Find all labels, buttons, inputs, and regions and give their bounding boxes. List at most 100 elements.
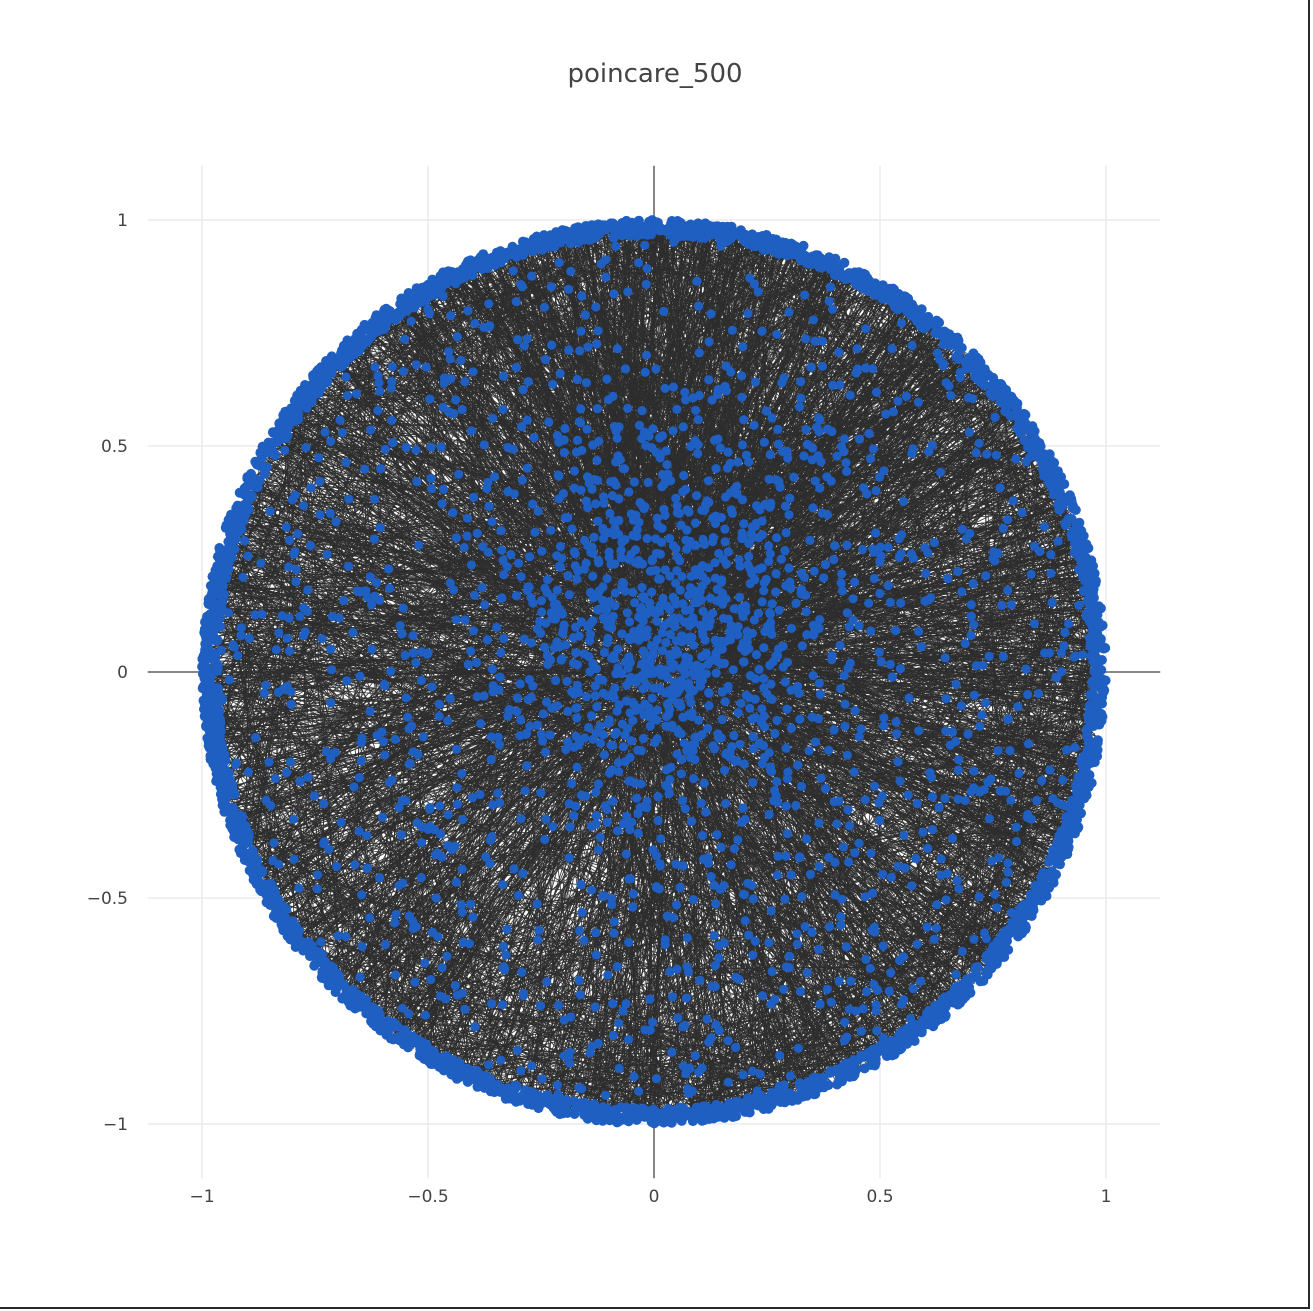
node-point: [231, 513, 242, 524]
node-point: [779, 1080, 789, 1090]
node-point: [655, 861, 666, 871]
node-point: [770, 244, 781, 255]
node-point: [362, 863, 372, 874]
node-point: [1040, 521, 1050, 532]
node-point: [744, 457, 754, 467]
node-point: [244, 633, 254, 643]
node-point: [902, 1038, 913, 1049]
node-point: [413, 749, 423, 760]
node-point: [201, 665, 212, 676]
node-point: [498, 880, 508, 890]
node-point: [582, 424, 592, 434]
node-point: [886, 872, 897, 882]
node-point: [757, 704, 767, 714]
node-point: [532, 899, 542, 909]
node-point: [732, 756, 742, 766]
node-point: [404, 1009, 414, 1019]
node-point: [765, 609, 776, 620]
node-point: [691, 405, 701, 415]
node-point: [780, 239, 791, 250]
node-point: [764, 556, 774, 566]
node-point: [651, 1074, 662, 1084]
node-point: [1078, 564, 1089, 575]
node-point: [592, 339, 602, 349]
node-point: [687, 632, 697, 643]
node-point: [534, 925, 544, 935]
node-point: [778, 641, 788, 651]
node-point: [742, 637, 752, 648]
node-point: [1002, 515, 1013, 525]
node-point: [644, 216, 655, 227]
node-point: [466, 426, 477, 436]
node-point: [279, 902, 289, 913]
node-point: [944, 381, 954, 391]
node-point: [935, 467, 946, 477]
node-point: [390, 734, 400, 745]
node-point: [736, 603, 746, 613]
node-point: [1032, 795, 1042, 806]
node-point: [963, 729, 973, 739]
node-point: [995, 786, 1005, 796]
node-point: [380, 444, 390, 454]
node-point: [238, 486, 249, 497]
node-point: [829, 555, 839, 565]
node-point: [997, 600, 1007, 611]
node-point: [672, 508, 682, 518]
node-point: [987, 384, 998, 395]
node-point: [708, 537, 718, 547]
node-point: [875, 542, 886, 552]
node-point: [277, 611, 287, 621]
node-point: [871, 1006, 881, 1016]
node-point: [646, 566, 657, 576]
node-point: [387, 362, 397, 372]
node-point: [645, 721, 655, 731]
node-point: [386, 666, 396, 676]
node-point: [674, 1103, 685, 1114]
node-point: [590, 224, 601, 235]
chart-title: poincare_500: [567, 59, 742, 89]
node-point: [766, 679, 776, 689]
node-point: [439, 373, 450, 383]
node-point: [576, 404, 586, 414]
node-point: [397, 796, 407, 806]
node-point: [644, 431, 654, 441]
node-point: [1066, 529, 1077, 540]
node-point: [783, 453, 793, 463]
node-point: [816, 262, 827, 273]
node-point: [557, 553, 567, 563]
node-point: [472, 658, 482, 668]
node-point: [341, 345, 352, 356]
node-point: [905, 1013, 916, 1024]
node-point: [466, 646, 476, 656]
node-point: [957, 524, 968, 534]
node-point: [576, 790, 587, 800]
node-point: [635, 497, 645, 508]
node-point: [423, 648, 433, 658]
node-point: [1012, 423, 1023, 434]
node-point: [650, 738, 660, 748]
node-point: [334, 613, 344, 623]
node-point: [744, 551, 754, 562]
node-point: [634, 517, 644, 527]
node-point: [284, 613, 294, 623]
node-point: [261, 680, 271, 690]
node-point: [373, 405, 383, 416]
node-point: [617, 719, 628, 729]
node-point: [205, 686, 216, 697]
node-point: [572, 680, 583, 691]
node-point: [612, 344, 623, 354]
node-point: [487, 664, 498, 674]
node-point: [781, 962, 791, 972]
node-point: [793, 760, 803, 770]
node-point: [729, 844, 740, 854]
node-point: [882, 1047, 893, 1058]
node-point: [745, 703, 755, 713]
node-point: [901, 391, 912, 401]
node-point: [238, 572, 248, 582]
node-point: [231, 758, 242, 768]
node-point: [837, 586, 848, 596]
node-point: [773, 439, 784, 449]
node-point: [411, 658, 421, 668]
node-point: [590, 1002, 600, 1012]
node-point: [543, 575, 553, 585]
